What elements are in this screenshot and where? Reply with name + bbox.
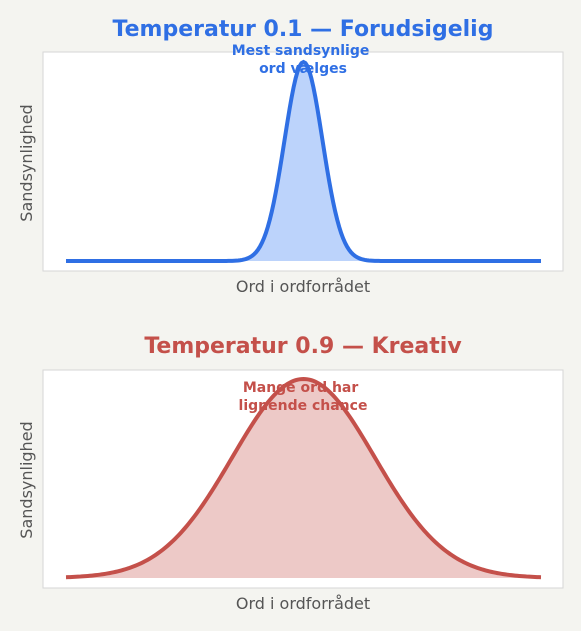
chart-bottom-annotation-line-2: lignende chance — [239, 398, 368, 414]
chart-top-area-fill — [66, 62, 541, 261]
chart-top: Temperatur 0.1 — Forudsigelig Mest sands… — [17, 17, 564, 296]
chart-bottom: Temperatur 0.9 — Kreativ Mange ord har l… — [17, 334, 564, 613]
chart-top-annotation: Mest sandsynlige ord vælges — [232, 43, 375, 77]
chart-bottom-xlabel: Ord i ordforrådet — [236, 594, 370, 613]
chart-top-annotation-line-1: Mest sandsynlige — [232, 43, 370, 59]
chart-bottom-annotation: Mange ord har lignende chance — [239, 380, 368, 414]
chart-bottom-annotation-line-1: Mange ord har — [243, 380, 359, 396]
chart-bottom-title: Temperatur 0.9 — Kreativ — [144, 334, 462, 359]
chart-top-ylabel: Sandsynlighed — [17, 104, 36, 221]
chart-top-annotation-line-2: ord vælges — [259, 61, 347, 77]
chart-bottom-area-fill — [66, 379, 541, 578]
chart-top-title: Temperatur 0.1 — Forudsigelig — [113, 17, 494, 42]
chart-top-series-line — [66, 59, 541, 263]
chart-bottom-ylabel: Sandsynlighed — [17, 421, 36, 538]
chart-bottom-series-line — [65, 376, 542, 580]
chart-top-xlabel: Ord i ordforrådet — [236, 277, 370, 296]
